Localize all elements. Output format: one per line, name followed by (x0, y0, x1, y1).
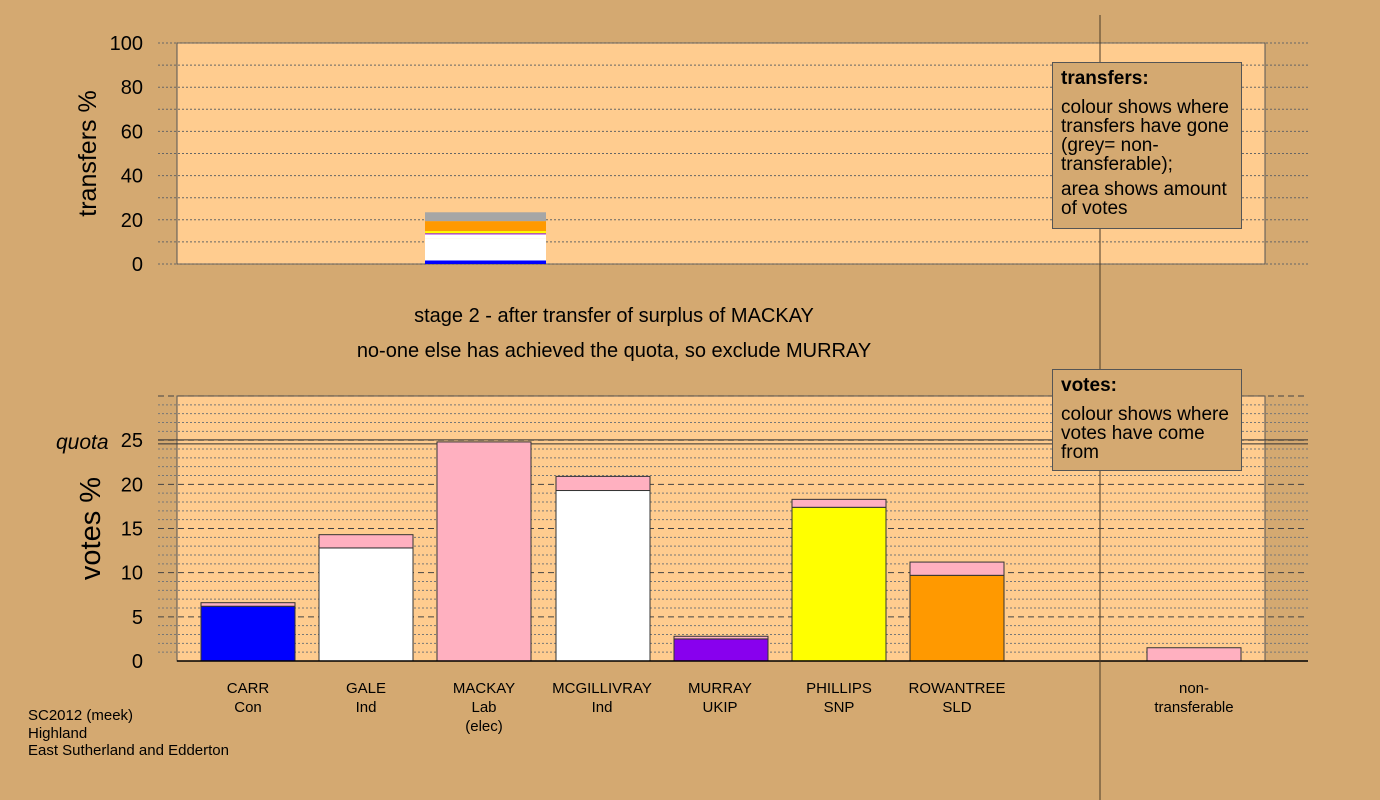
candidate-name: ROWANTREE (908, 680, 1006, 697)
transfer-segment-phillips (425, 231, 546, 234)
transfer-segment-non-transferable (425, 212, 546, 222)
stage-description: stage 2 - after transfer of surplus of M… (414, 305, 814, 327)
transfer-segment-carr (425, 260, 546, 264)
vote-bar-transfer-rowantree (909, 561, 1005, 576)
vote-bar-base-rowantree (909, 574, 1005, 662)
candidate-party: SLD (942, 699, 972, 716)
candidate-party: Ind (591, 699, 613, 716)
transfers-y-tick-label: 20 (121, 210, 143, 232)
vote-bar-base-carr (200, 605, 296, 662)
candidate-name: non- (1178, 680, 1210, 697)
candidate-label-mcgillivray: MCGILLIVRAY Ind (537, 679, 667, 717)
candidate-label-gale: GALE Ind (301, 679, 431, 717)
candidate-name: MURRAY (688, 680, 752, 697)
transfers-y-tick-label: 40 (121, 166, 143, 188)
vote-bar-transfer-mcgillivray (555, 475, 651, 492)
transfer-segment-mcgillivray (425, 234, 546, 239)
vote-bar-base-gale (318, 547, 414, 662)
vote-bar-base-phillips (791, 506, 887, 662)
transfer-segment-gale (425, 238, 546, 261)
candidate-party: SNP (823, 699, 855, 716)
vote-bar-transfer-non-transferable (1146, 647, 1242, 662)
stage-outcome: no-one else has achieved the quota, so e… (356, 340, 872, 362)
candidate-status: (elec) (465, 718, 503, 735)
ward-name: East Sutherland and Edderton (28, 742, 229, 759)
candidate-name: MACKAY (452, 680, 516, 697)
candidate-label-phillips: PHILLIPS SNP (774, 679, 904, 717)
vote-bar-transfer-gale (318, 534, 414, 549)
votes-legend-box: votes: colour shows where votes have com… (1052, 369, 1242, 471)
candidate-party: UKIP (702, 699, 738, 716)
candidate-party: Lab (471, 699, 497, 716)
transfers-y-axis-label: transfers % (74, 90, 102, 216)
votes-y-tick-label: 5 (132, 607, 143, 629)
transfers-legend-title: transfers: (1061, 68, 1149, 89)
election-footer: SC2012 (meek) Highland East Sutherland a… (28, 707, 229, 760)
council-name: Highland (28, 724, 88, 742)
votes-legend-title: votes: (1061, 375, 1117, 396)
vote-bar-base-murray (673, 638, 769, 662)
transfers-legend-colour-note: colour shows where transfers have gone (… (1061, 97, 1229, 175)
candidate-label-murray: MURRAY UKIP (655, 679, 785, 717)
votes-y-axis-label: votes % (75, 477, 107, 580)
quota-label: quota (56, 431, 109, 454)
votes-y-tick-label: 0 (132, 651, 143, 673)
votes-y-tick-label: 15 (121, 519, 143, 541)
candidate-name: CARR (226, 680, 270, 697)
candidate-name: PHILLIPS (806, 680, 872, 697)
vote-bar-base-mcgillivray (555, 490, 651, 662)
transfers-y-tick-label: 60 (121, 121, 143, 143)
candidate-party: Con (234, 699, 262, 716)
transfers-y-tick-label: 100 (110, 33, 143, 55)
vote-bar-transfer-murray (673, 635, 769, 640)
votes-y-tick-label: 25 (121, 430, 143, 452)
transfers-legend-area-note: area shows amount of votes (1061, 179, 1227, 219)
candidate-name: MCGILLIVRAY (552, 680, 652, 697)
candidate-name: GALE (345, 680, 387, 697)
vote-bar-transfer-carr (200, 602, 296, 607)
candidate-label-rowantree: ROWANTREE SLD (892, 679, 1022, 717)
votes-y-tick-label: 20 (121, 474, 143, 496)
transfers-y-tick-label: 0 (132, 254, 143, 276)
votes-legend-colour-note: colour shows where votes have come from (1061, 404, 1229, 463)
transfer-segment-rowantree (425, 221, 546, 232)
candidate-party: Ind (355, 699, 377, 716)
vote-bar-base-mackay (436, 441, 532, 662)
transfers-y-tick-label: 80 (121, 77, 143, 99)
transfers-legend-box: transfers: colour shows where transfers … (1052, 62, 1242, 229)
candidate-party: transferable (1154, 699, 1234, 716)
candidate-label-non-transferable: non- transferable (1129, 679, 1259, 717)
candidate-label-carr: CARR Con (183, 679, 313, 717)
election-method: SC2012 (meek) (28, 707, 134, 724)
vote-bar-transfer-phillips (791, 498, 887, 508)
transfer-segment-murray (425, 233, 546, 235)
candidate-label-mackay: MACKAY Lab (elec) (419, 679, 549, 736)
votes-y-tick-label: 10 (121, 563, 143, 585)
